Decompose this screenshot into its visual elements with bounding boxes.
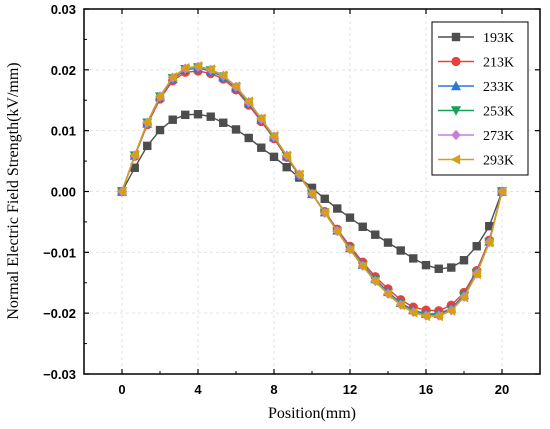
legend-marker-293k [450,154,461,165]
y-tick-label: 0.02 [51,63,76,78]
legend-item-193k: 193K [438,31,514,46]
data-point-293k [344,244,355,255]
legend-label-273k: 273K [483,129,514,144]
legend-label-233k: 233K [483,80,514,95]
data-point-293k [230,81,241,92]
data-point-293k [268,131,279,142]
data-point-193k [320,194,329,203]
legend: 193K 213K 233K 253K 273K 293K [431,21,529,176]
data-point-193k [206,112,215,121]
x-tick-label: 0 [118,382,125,397]
data-point-193k [396,246,405,255]
data-point-293k [484,237,494,248]
series-293k [116,61,507,322]
data-point-193k [459,256,469,265]
legend-label-213k: 213K [483,56,514,71]
data-point-193k [447,263,456,272]
data-point-193k [143,141,152,151]
legend-marker-213k [451,56,461,67]
data-point-293k [433,311,443,322]
data-point-293k [281,150,291,161]
data-point-193k [181,110,190,120]
legend-marker-253k [451,106,461,116]
data-point-293k [357,261,367,272]
data-point-193k [358,222,367,231]
series-layer [116,61,507,322]
data-point-193k [244,133,253,143]
x-tick-label: 20 [495,382,509,397]
data-point-293k [408,307,418,318]
data-point-293k [420,311,431,322]
data-point-193k [333,204,342,213]
data-point-293k [446,305,456,316]
legend-marker-193k [451,32,461,42]
data-point-193k [421,260,431,270]
data-point-193k [219,118,228,127]
data-point-293k [471,269,481,280]
data-point-293k [294,169,304,180]
legend-marker-233k [451,80,461,91]
data-point-193k [269,152,279,162]
data-point-293k [458,292,469,303]
legend-label-253k: 253K [483,105,514,120]
legend-item-293k: 293K [438,154,514,169]
data-point-293k [154,90,165,101]
data-point-193k [485,221,494,231]
data-point-193k [168,115,177,124]
data-point-193k [130,163,139,172]
x-tick-label: 12 [343,382,357,397]
data-point-293k [218,70,228,81]
data-point-293k [167,72,177,83]
data-point-293k [332,226,342,237]
data-point-293k [306,188,317,199]
data-point-293k [256,113,266,124]
data-point-193k [282,162,291,172]
x-tick-label: 8 [270,382,277,397]
y-tick-label: −0.01 [43,245,76,260]
data-point-193k [345,213,355,222]
data-point-193k [231,125,241,134]
y-tick-label: 0.03 [51,2,76,17]
data-point-293k [142,117,152,128]
data-point-193k [383,238,393,247]
y-tick-label: 0.00 [51,185,76,200]
x-axis-title: Position(mm) [268,405,356,422]
legend-label-193k: 193K [483,31,514,46]
legend-item-233k: 233K [438,80,514,95]
data-point-293k [382,289,393,300]
x-tick-label: 16 [419,382,433,397]
data-point-193k [257,143,266,152]
data-point-293k [496,186,507,197]
legend-item-213k: 213K [438,56,514,71]
data-point-193k [472,242,481,251]
axis-layer: 0 4 8 12 16 20 −0.03 −0.02 −0.01 0.00 0.01 0.02 0.03 [43,2,540,397]
data-point-193k [434,264,443,273]
y-axis-title: Normal Electric Field Strength(kV/mm) [5,62,22,319]
data-point-293k [319,207,329,218]
data-point-193k [409,254,418,263]
data-point-293k [370,276,380,287]
y-tick-label: −0.03 [43,367,76,382]
data-point-193k [371,230,380,239]
legend-box [431,21,529,176]
legend-item-273k: 273K [438,129,514,144]
data-point-293k [180,63,190,74]
data-point-293k [129,150,139,160]
data-point-293k [116,186,127,197]
legend-marker-273k [451,129,461,141]
y-tick-label: 0.01 [51,124,76,139]
y-tick-label: −0.02 [43,306,76,321]
data-point-293k [192,61,203,72]
legend-label-293k: 293K [483,154,514,169]
data-point-193k [307,183,317,193]
data-point-293k [205,64,215,75]
data-point-193k [155,125,165,135]
legend-item-253k: 253K [438,105,514,120]
data-point-293k [395,300,405,311]
data-point-193k [193,110,203,119]
x-tick-label: 4 [194,382,202,397]
data-point-293k [243,96,253,107]
